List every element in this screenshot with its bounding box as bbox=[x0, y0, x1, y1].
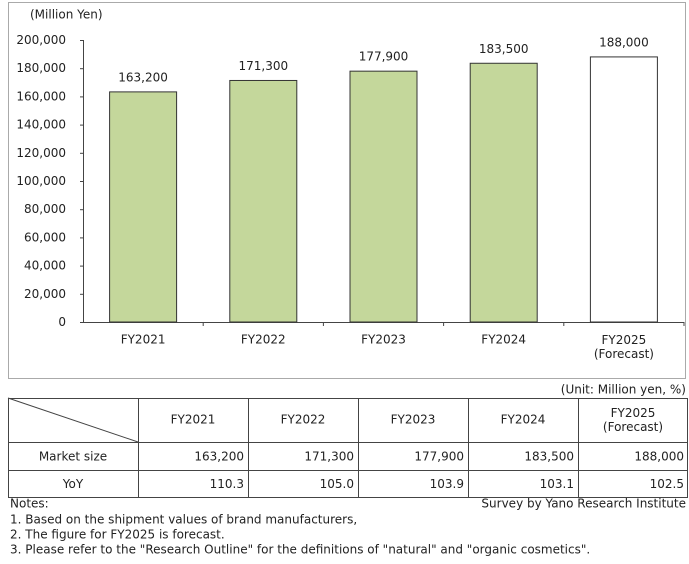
table-row-label: YoY bbox=[62, 477, 84, 491]
note: 3. Please refer to the "Research Outline… bbox=[10, 543, 590, 557]
table-header: FY2025 (Forecast) bbox=[603, 406, 663, 434]
y-axis-label: (Million Yen) bbox=[30, 8, 103, 22]
table-cell: 102.5 bbox=[650, 477, 684, 491]
table-cell: 171,300 bbox=[304, 450, 354, 464]
note: 2. The figure for FY2025 is forecast. bbox=[10, 528, 225, 542]
value-label: 188,000 bbox=[599, 35, 649, 49]
y-tick-label: 120,000 bbox=[16, 146, 66, 160]
value-label: 183,500 bbox=[479, 42, 529, 56]
value-label: 177,900 bbox=[359, 50, 409, 64]
y-tick-label: 100,000 bbox=[16, 174, 66, 188]
x-tick-label: FY2024 bbox=[481, 333, 526, 347]
y-tick-label: 140,000 bbox=[16, 118, 66, 132]
notes-title: Notes: bbox=[10, 497, 49, 511]
table-cell: 183,500 bbox=[524, 450, 574, 464]
table-cell: 188,000 bbox=[634, 450, 684, 464]
x-tick-label: FY2023 bbox=[361, 333, 406, 347]
bar bbox=[589, 56, 658, 323]
x-tick-label: FY2021 bbox=[121, 333, 166, 347]
y-tick-label: 0 bbox=[58, 315, 66, 329]
table-header: FY2023 bbox=[391, 413, 436, 427]
y-tick-label: 60,000 bbox=[24, 230, 66, 244]
x-tick-label: FY2025 (Forecast) bbox=[594, 333, 654, 361]
y-tick-label: 200,000 bbox=[16, 33, 66, 47]
value-label: 163,200 bbox=[118, 70, 168, 84]
bar bbox=[349, 70, 418, 323]
table-cell: 103.9 bbox=[430, 477, 464, 491]
table-cell: 110.3 bbox=[210, 477, 244, 491]
y-tick-label: 80,000 bbox=[24, 202, 66, 216]
table-cell: 103.1 bbox=[540, 477, 574, 491]
source: Survey by Yano Research Institute bbox=[481, 497, 686, 511]
y-tick-label: 160,000 bbox=[16, 89, 66, 103]
table-cell: 105.0 bbox=[320, 477, 354, 491]
table-row-label: Market size bbox=[39, 450, 107, 464]
note: 1. Based on the shipment values of brand… bbox=[10, 513, 357, 527]
y-tick-label: 40,000 bbox=[24, 259, 66, 273]
bar bbox=[229, 79, 298, 323]
table-header: FY2021 bbox=[171, 413, 216, 427]
table-header: FY2022 bbox=[281, 413, 326, 427]
bar bbox=[109, 91, 178, 323]
table-header: FY2024 bbox=[501, 413, 546, 427]
x-tick-label: FY2022 bbox=[241, 333, 286, 347]
y-tick-label: 180,000 bbox=[16, 61, 66, 75]
chart-frame bbox=[8, 2, 686, 379]
value-label: 171,300 bbox=[238, 59, 288, 73]
unit-note: (Unit: Million yen, %) bbox=[561, 383, 686, 397]
bar bbox=[469, 62, 538, 323]
table-cell: 177,900 bbox=[414, 450, 464, 464]
y-tick-label: 20,000 bbox=[24, 287, 66, 301]
table-cell: 163,200 bbox=[194, 450, 244, 464]
header-diagonal bbox=[7, 397, 139, 443]
